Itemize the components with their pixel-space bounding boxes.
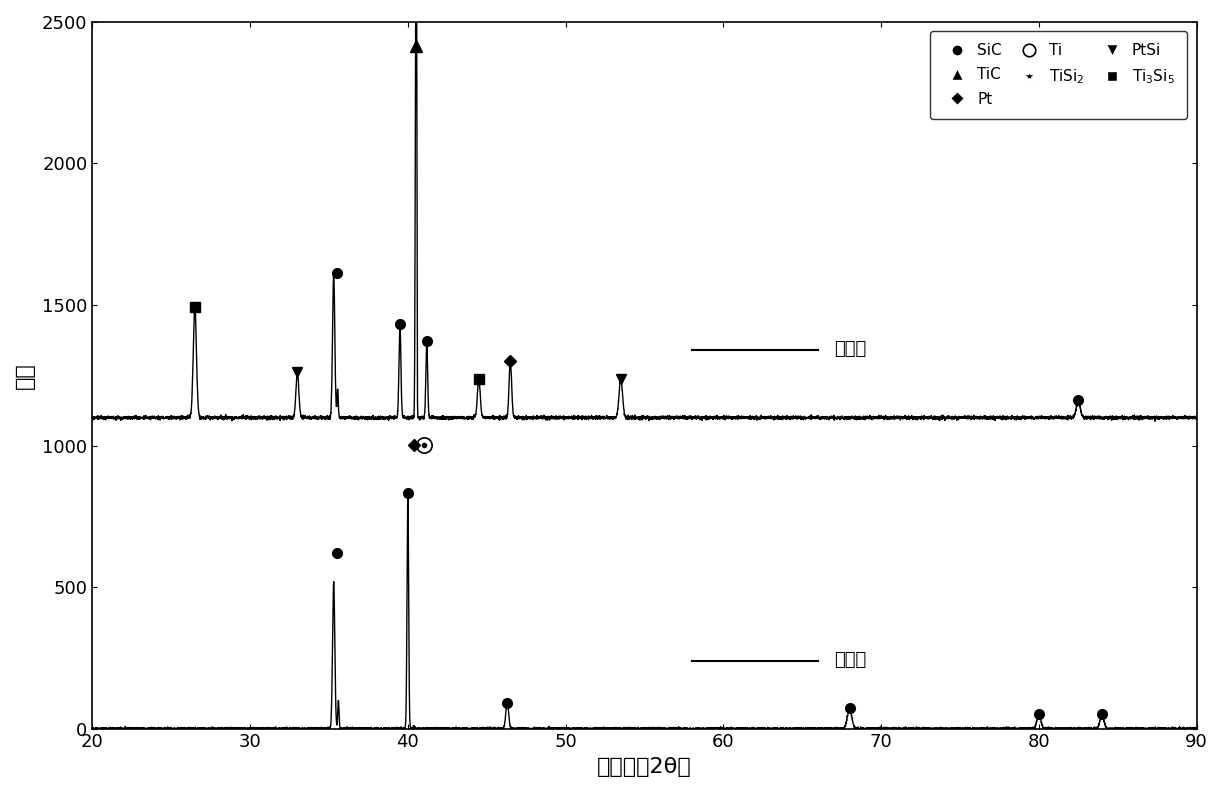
Legend: SiC, TiC, Pt, Ti, TiSi$_2$, PtSi, Ti$_3$Si$_5$: SiC, TiC, Pt, Ti, TiSi$_2$, PtSi, Ti$_3$… — [929, 31, 1186, 119]
Text: 退火前: 退火前 — [834, 651, 866, 669]
Y-axis label: 强度: 强度 — [15, 362, 35, 389]
X-axis label: 衍射角（2θ）: 衍射角（2θ） — [597, 757, 692, 777]
Text: 退火后: 退火后 — [834, 340, 866, 358]
